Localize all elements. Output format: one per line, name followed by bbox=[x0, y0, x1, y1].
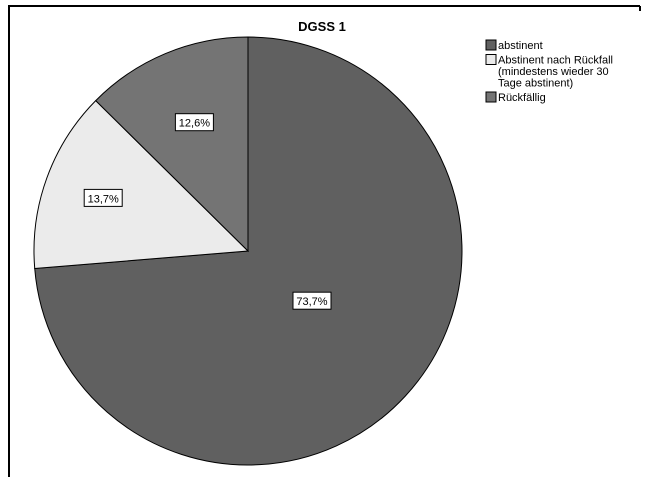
data-label-box bbox=[292, 291, 332, 310]
legend-entry: abstinent bbox=[485, 39, 543, 52]
legend-label: Rückfällig bbox=[498, 92, 546, 104]
data-label-text: 13,7% bbox=[88, 193, 119, 205]
pie-slice bbox=[33, 99, 250, 269]
chart-title: DGSS 1 bbox=[298, 19, 346, 34]
legend-entry: Abstinent nach Rückfall(mindestens wiede… bbox=[485, 54, 613, 90]
legend-label: (mindestens wieder 30 bbox=[498, 66, 609, 78]
legend-label: Tage abstinent) bbox=[498, 78, 573, 90]
pie-slices bbox=[33, 36, 463, 466]
legend-entry: Rückfällig bbox=[485, 91, 546, 104]
data-label-box bbox=[83, 188, 123, 207]
data-label: 13,7% bbox=[83, 188, 123, 207]
data-label-text: 12,6% bbox=[179, 118, 210, 130]
legend-swatch bbox=[485, 91, 497, 103]
pie-data-labels: 73,7% 13,7% 12,6% bbox=[83, 113, 332, 310]
legend-swatch bbox=[485, 54, 497, 65]
legend-label: abstinent bbox=[498, 40, 543, 52]
legend-swatch bbox=[485, 39, 497, 51]
legend: abstinent Abstinent nach Rückfall(mindest… bbox=[485, 39, 613, 104]
pie-slice bbox=[95, 36, 249, 253]
data-label-text: 73,7% bbox=[296, 296, 327, 308]
data-label: 73,7% bbox=[292, 291, 332, 310]
data-label: 12,6% bbox=[174, 113, 214, 132]
legend-label: Abstinent nach Rückfall bbox=[498, 55, 613, 67]
data-label-box bbox=[174, 113, 214, 132]
